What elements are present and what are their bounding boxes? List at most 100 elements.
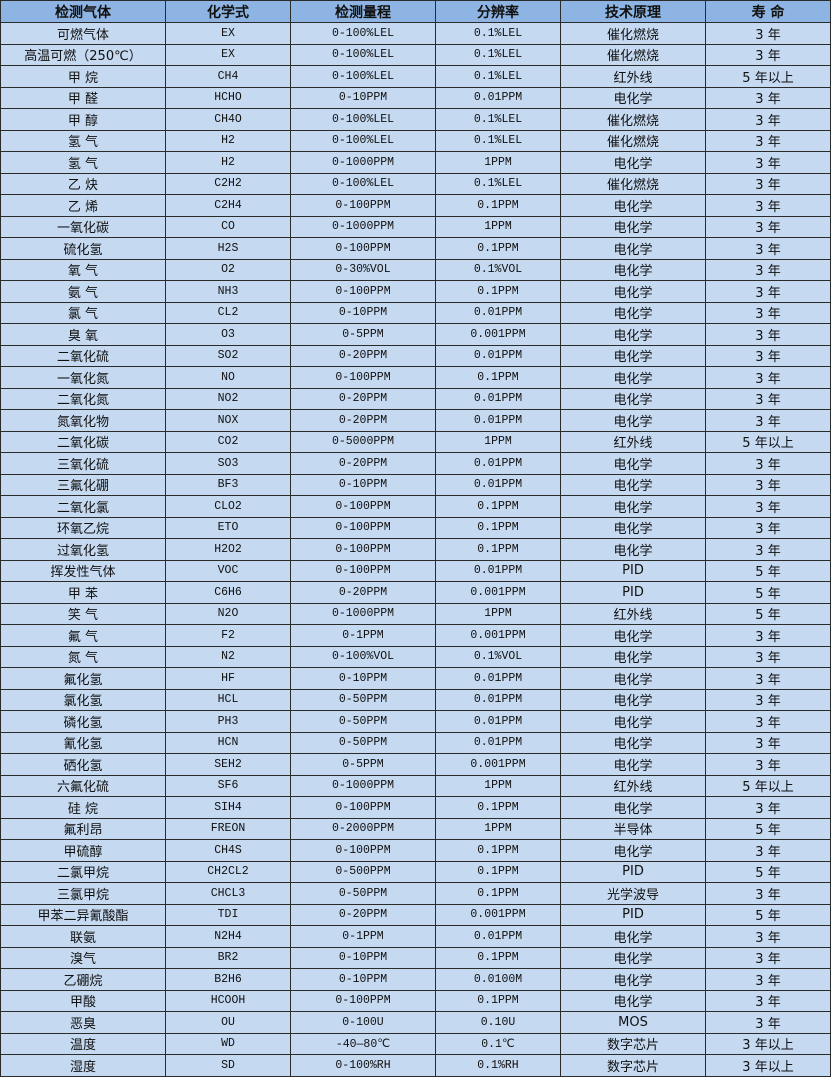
cell-principle: 电化学 bbox=[560, 688, 706, 711]
cell-range: 0-10PPM bbox=[290, 473, 436, 496]
cell-resolution: 0.1PPM bbox=[435, 946, 561, 969]
table-row: 甲 烷 CH4 0-100%LEL 0.1%LEL 红外线 5 年以上 bbox=[0, 65, 831, 88]
table-row: 氟利昂 FREON 0-2000PPM 1PPM 半导体 5 年 bbox=[0, 817, 831, 840]
cell-range: 0-100PPM bbox=[290, 516, 436, 539]
cell-lifespan: 3 年以上 bbox=[705, 1032, 831, 1055]
table-row: 氟化氢 HF 0-10PPM 0.01PPM 电化学 3 年 bbox=[0, 667, 831, 690]
cell-resolution: 0.1PPM bbox=[435, 366, 561, 389]
cell-range: 0-100%LEL bbox=[290, 129, 436, 152]
cell-gas-name: 氯化氢 bbox=[0, 688, 166, 711]
cell-range: 0-100%LEL bbox=[290, 65, 436, 88]
cell-resolution: 0.001PPM bbox=[435, 753, 561, 776]
cell-range: 0-5000PPM bbox=[290, 430, 436, 453]
cell-principle: 红外线 bbox=[560, 65, 706, 88]
cell-resolution: 0.01PPM bbox=[435, 387, 561, 410]
column-header-range: 检测量程 bbox=[290, 0, 436, 23]
table-row: 氢 气 H2 0-100%LEL 0.1%LEL 催化燃烧 3 年 bbox=[0, 129, 831, 152]
cell-principle: PID bbox=[560, 903, 706, 926]
cell-range: 0-30%VOL bbox=[290, 258, 436, 281]
cell-lifespan: 3 年 bbox=[705, 43, 831, 66]
cell-principle: 电化学 bbox=[560, 753, 706, 776]
cell-principle: 电化学 bbox=[560, 86, 706, 109]
cell-resolution: 0.01PPM bbox=[435, 473, 561, 496]
cell-gas-name: 甲 醇 bbox=[0, 108, 166, 131]
table-row: 三氯甲烷 CHCL3 0-50PPM 0.1PPM 光学波导 3 年 bbox=[0, 882, 831, 905]
cell-resolution: 0.01PPM bbox=[435, 710, 561, 733]
cell-range: 0-100PPM bbox=[290, 237, 436, 260]
cell-resolution: 0.1%VOL bbox=[435, 645, 561, 668]
cell-gas-name: 恶臭 bbox=[0, 1011, 166, 1034]
cell-resolution: 0.1%LEL bbox=[435, 65, 561, 88]
cell-lifespan: 5 年 bbox=[705, 559, 831, 582]
table-row: 笑 气 N2O 0-1000PPM 1PPM 红外线 5 年 bbox=[0, 602, 831, 625]
cell-gas-name: 高温可燃（250℃） bbox=[0, 43, 166, 66]
cell-principle: 电化学 bbox=[560, 237, 706, 260]
cell-lifespan: 3 年 bbox=[705, 215, 831, 238]
cell-range: 0-100PPM bbox=[290, 559, 436, 582]
cell-principle: 电化学 bbox=[560, 925, 706, 948]
cell-gas-name: 二氧化氯 bbox=[0, 495, 166, 518]
cell-formula: C2H2 bbox=[165, 172, 291, 195]
table-row: 挥发性气体 VOC 0-100PPM 0.01PPM PID 5 年 bbox=[0, 559, 831, 582]
cell-principle: 电化学 bbox=[560, 151, 706, 174]
cell-lifespan: 3 年 bbox=[705, 753, 831, 776]
cell-gas-name: 氮氧化物 bbox=[0, 409, 166, 432]
cell-resolution: 0.001PPM bbox=[435, 624, 561, 647]
table-row: 一氧化氮 NO 0-100PPM 0.1PPM 电化学 3 年 bbox=[0, 366, 831, 389]
cell-lifespan: 3 年 bbox=[705, 387, 831, 410]
cell-range: 0-100PPM bbox=[290, 538, 436, 561]
cell-gas-name: 氨 气 bbox=[0, 280, 166, 303]
table-row: 过氧化氢 H2O2 0-100PPM 0.1PPM 电化学 3 年 bbox=[0, 538, 831, 561]
cell-gas-name: 笑 气 bbox=[0, 602, 166, 625]
cell-principle: 电化学 bbox=[560, 495, 706, 518]
table-row: 甲 醛 HCHO 0-10PPM 0.01PPM 电化学 3 年 bbox=[0, 86, 831, 109]
cell-formula: B2H6 bbox=[165, 968, 291, 991]
cell-lifespan: 3 年 bbox=[705, 688, 831, 711]
cell-lifespan: 3 年 bbox=[705, 323, 831, 346]
cell-principle: 电化学 bbox=[560, 258, 706, 281]
cell-lifespan: 3 年 bbox=[705, 129, 831, 152]
cell-principle: 电化学 bbox=[560, 323, 706, 346]
cell-principle: 催化燃烧 bbox=[560, 172, 706, 195]
cell-lifespan: 3 年 bbox=[705, 151, 831, 174]
cell-principle: 红外线 bbox=[560, 430, 706, 453]
cell-lifespan: 3 年 bbox=[705, 366, 831, 389]
cell-resolution: 0.01PPM bbox=[435, 667, 561, 690]
cell-range: 0-100%RH bbox=[290, 1054, 436, 1077]
cell-principle: PID bbox=[560, 559, 706, 582]
cell-formula: CO2 bbox=[165, 430, 291, 453]
cell-principle: PID bbox=[560, 860, 706, 883]
cell-lifespan: 3 年 bbox=[705, 667, 831, 690]
cell-range: 0-20PPM bbox=[290, 409, 436, 432]
cell-range: 0-50PPM bbox=[290, 688, 436, 711]
cell-gas-name: 甲硫醇 bbox=[0, 839, 166, 862]
cell-lifespan: 5 年 bbox=[705, 903, 831, 926]
table-row: 二氧化氮 NO2 0-20PPM 0.01PPM 电化学 3 年 bbox=[0, 387, 831, 410]
table-row: 二氧化碳 CO2 0-5000PPM 1PPM 红外线 5 年以上 bbox=[0, 430, 831, 453]
cell-range: 0-10PPM bbox=[290, 968, 436, 991]
table-row: 甲 苯 C6H6 0-20PPM 0.001PPM PID 5 年 bbox=[0, 581, 831, 604]
cell-principle: 电化学 bbox=[560, 968, 706, 991]
cell-formula: HCHO bbox=[165, 86, 291, 109]
column-header-lifespan: 寿 命 bbox=[705, 0, 831, 23]
cell-principle: 电化学 bbox=[560, 667, 706, 690]
cell-principle: MOS bbox=[560, 1011, 706, 1034]
cell-lifespan: 3 年 bbox=[705, 452, 831, 475]
cell-formula: NO bbox=[165, 366, 291, 389]
cell-principle: 电化学 bbox=[560, 989, 706, 1012]
cell-resolution: 0.1%RH bbox=[435, 1054, 561, 1077]
cell-range: 0-1000PPM bbox=[290, 151, 436, 174]
cell-lifespan: 3 年 bbox=[705, 194, 831, 217]
cell-principle: 数字芯片 bbox=[560, 1032, 706, 1055]
cell-formula: EX bbox=[165, 22, 291, 45]
table-row: 恶臭 OU 0-100U 0.10U MOS 3 年 bbox=[0, 1011, 831, 1034]
table-row: 氮 气 N2 0-100%VOL 0.1%VOL 电化学 3 年 bbox=[0, 645, 831, 668]
cell-range: 0-100%LEL bbox=[290, 43, 436, 66]
cell-principle: 电化学 bbox=[560, 645, 706, 668]
cell-formula: NO2 bbox=[165, 387, 291, 410]
cell-lifespan: 3 年 bbox=[705, 624, 831, 647]
cell-gas-name: 氮 气 bbox=[0, 645, 166, 668]
cell-gas-name: 硅 烷 bbox=[0, 796, 166, 819]
cell-lifespan: 3 年 bbox=[705, 237, 831, 260]
cell-resolution: 0.1PPM bbox=[435, 860, 561, 883]
